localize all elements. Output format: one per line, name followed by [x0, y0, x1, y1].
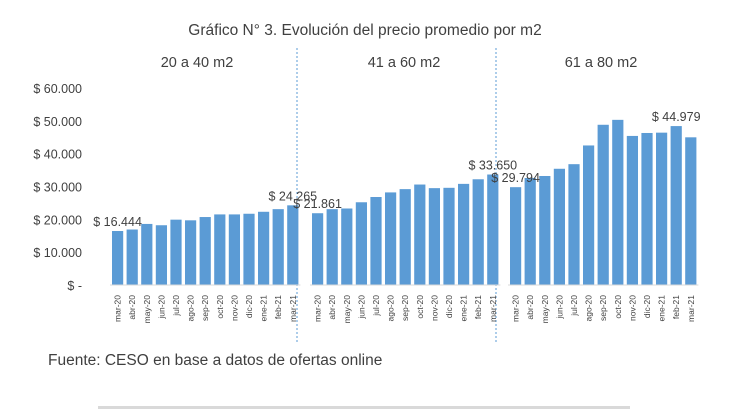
bar: [626, 135, 638, 285]
panel-label: 41 a 60 m2: [368, 55, 441, 71]
bar: [228, 214, 240, 285]
bar: [341, 208, 353, 285]
bar: [141, 223, 153, 285]
x-tick-label: mar-20: [313, 295, 323, 322]
data-label: $ 29.794: [491, 171, 540, 185]
bar: [553, 168, 565, 285]
x-tick-label: jun-20: [356, 295, 366, 320]
bar: [272, 209, 284, 285]
y-tick-label: $ -: [67, 279, 82, 293]
bar: [568, 164, 580, 285]
x-tick-label: may-20: [342, 295, 352, 324]
bar: [112, 231, 124, 285]
x-tick-label: feb-21: [273, 295, 283, 319]
x-tick-label: nov-20: [429, 295, 439, 321]
chart-title: Gráfico N° 3. Evolución del precio prome…: [188, 22, 542, 39]
data-label: $ 33.650: [468, 159, 517, 173]
x-tick-label: abr-20: [327, 295, 337, 320]
y-tick-label: $ 50.000: [33, 115, 82, 129]
x-tick-label: sep-20: [400, 295, 410, 321]
x-tick-label: jun-20: [554, 295, 564, 320]
bar: [214, 214, 226, 285]
bar: [385, 192, 397, 285]
data-label: $ 44.979: [652, 110, 701, 124]
x-tick-label: oct-20: [415, 295, 425, 319]
bar: [539, 175, 551, 285]
x-tick-label: oct-20: [613, 295, 623, 319]
x-tick-label: may-20: [540, 295, 550, 324]
bar: [399, 189, 411, 285]
x-tick-label: sep-20: [598, 295, 608, 321]
bar: [414, 184, 426, 285]
x-tick-label: ago-20: [386, 295, 396, 322]
y-tick-label: $ 40.000: [33, 148, 82, 162]
bar: [612, 119, 624, 286]
bar: [583, 145, 595, 285]
bar: [355, 202, 367, 285]
x-tick-label: ago-20: [584, 295, 594, 322]
bar: [185, 220, 197, 285]
x-tick-label: jul-20: [171, 295, 181, 317]
y-tick-label: $ 30.000: [33, 181, 82, 195]
data-label: $ 21.861: [293, 197, 342, 211]
x-tick-label: mar-21: [488, 295, 498, 322]
data-label: $ 24.265: [268, 189, 317, 203]
x-tick-label: abr-20: [525, 295, 535, 320]
data-label: $ 16.444: [93, 215, 142, 229]
x-tick-label: dic-20: [244, 295, 254, 318]
x-tick-label: ago-20: [186, 295, 196, 322]
x-tick-label: nov-20: [627, 295, 637, 321]
x-tick-label: dic-20: [444, 295, 454, 318]
x-tick-label: sep-20: [200, 295, 210, 321]
bar: [170, 219, 182, 285]
x-tick-label: may-20: [142, 295, 152, 324]
bar: [287, 205, 299, 285]
x-tick-label: mar-20: [113, 295, 123, 322]
bar: [472, 179, 484, 285]
x-tick-label: oct-20: [215, 295, 225, 319]
x-tick-label: feb-21: [671, 295, 681, 319]
bar: [524, 177, 536, 285]
bar: [428, 188, 440, 285]
x-tick-label: jul-20: [569, 295, 579, 317]
x-tick-label: jun-20: [156, 295, 166, 320]
source-note: Fuente: CESO en base a datos de ofertas …: [48, 352, 383, 369]
bar: [510, 187, 522, 285]
x-tick-label: ene-21: [459, 295, 469, 322]
x-tick-label: mar-21: [288, 295, 298, 322]
bar: [126, 229, 138, 285]
bar: [656, 132, 668, 285]
x-tick-label: mar-20: [511, 295, 521, 322]
bar: [487, 174, 499, 285]
bar: [458, 183, 470, 285]
bar: [199, 217, 211, 285]
bar: [597, 124, 609, 285]
bar: [443, 187, 455, 285]
y-tick-label: $ 10.000: [33, 246, 82, 260]
x-tick-label: jul-20: [371, 295, 381, 317]
bar: [670, 126, 682, 285]
y-tick-label: $ 60.000: [33, 82, 82, 96]
x-tick-label: ene-21: [657, 295, 667, 322]
bar: [370, 197, 382, 285]
bar: [243, 213, 255, 285]
bar: [685, 137, 697, 285]
bar: [258, 211, 270, 285]
x-tick-label: feb-21: [473, 295, 483, 319]
bottom-rule: [98, 406, 630, 409]
bar: [312, 213, 324, 285]
bar: [641, 132, 653, 285]
bar: [326, 209, 338, 285]
x-tick-label: nov-20: [229, 295, 239, 321]
x-tick-label: dic-20: [642, 295, 652, 318]
y-tick-label: $ 20.000: [33, 213, 82, 227]
panel-label: 20 a 40 m2: [161, 55, 234, 71]
x-tick-label: mar-21: [686, 295, 696, 322]
bar: [155, 225, 167, 285]
panel-label: 61 a 80 m2: [565, 55, 638, 71]
x-tick-label: ene-21: [259, 295, 269, 322]
x-tick-label: abr-20: [127, 295, 137, 320]
